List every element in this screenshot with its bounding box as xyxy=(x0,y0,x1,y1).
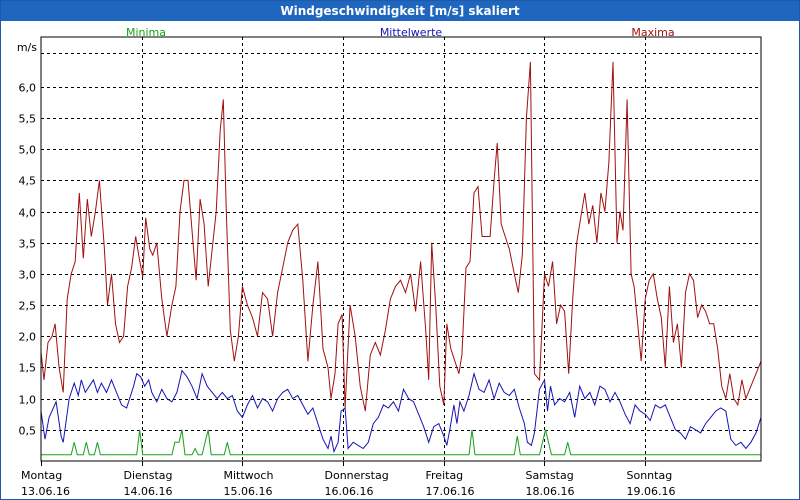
series-layer xyxy=(40,61,762,456)
legend-entry-mittelwerte: Mittelwerte xyxy=(380,26,443,39)
x-tick-day: Dienstag xyxy=(124,469,173,482)
series-line-mittelwerte xyxy=(40,369,762,454)
x-tick-day: Sonntag xyxy=(627,469,673,482)
legend-entry-maxima: Maxima xyxy=(631,26,674,39)
y-tick-label: 3,0 xyxy=(19,269,37,282)
y-tick-label: 4,5 xyxy=(19,175,37,188)
plot-frame xyxy=(40,36,762,462)
grid xyxy=(41,37,761,461)
series-line-maxima xyxy=(40,61,762,412)
y-tick-label: 2,5 xyxy=(19,300,37,313)
x-tick-date: 19.06.16 xyxy=(627,485,676,498)
x-tick-day: Samstag xyxy=(526,469,574,482)
y-tick-label: 6,0 xyxy=(19,82,37,95)
x-tick-date: 14.06.16 xyxy=(124,485,173,498)
legend: Minima Mittelwerte Maxima xyxy=(126,26,675,39)
y-tick-label: 1,0 xyxy=(19,394,37,407)
x-tick-date: 16.06.16 xyxy=(325,485,374,498)
chart-title: Windgeschwindigkeit [m/s] skaliert xyxy=(1,1,799,21)
x-tick-date: 15.06.16 xyxy=(224,485,273,498)
y-tick-label: 3,5 xyxy=(19,238,37,251)
x-tick-day: Montag xyxy=(21,469,62,482)
x-tick-date: 18.06.16 xyxy=(526,485,575,498)
y-tick-label: 1,5 xyxy=(19,362,37,375)
axes: 0,5 1,0 1,5 2,0 2,5 3,0 3,5 4,0 4,5 5,0 5,5 6,0 m/s M… xyxy=(17,36,762,498)
x-tick-day: Freitag xyxy=(426,469,464,482)
series-line-minima xyxy=(41,429,761,456)
y-axis-label: m/s xyxy=(17,41,37,54)
legend-entry-minima: Minima xyxy=(126,26,166,39)
y-tick-label: 2,0 xyxy=(19,331,37,344)
x-tick-date: 17.06.16 xyxy=(426,485,475,498)
y-tick-label: 4,0 xyxy=(19,207,37,220)
x-tick-day: Donnerstag xyxy=(325,469,389,482)
x-tick-date: 13.06.16 xyxy=(21,485,70,498)
y-tick-label: 0,5 xyxy=(19,425,37,438)
y-tick-label: 5,0 xyxy=(19,144,37,157)
x-tick-day: Mittwoch xyxy=(224,469,274,482)
y-tick-label: 5,5 xyxy=(19,113,37,126)
